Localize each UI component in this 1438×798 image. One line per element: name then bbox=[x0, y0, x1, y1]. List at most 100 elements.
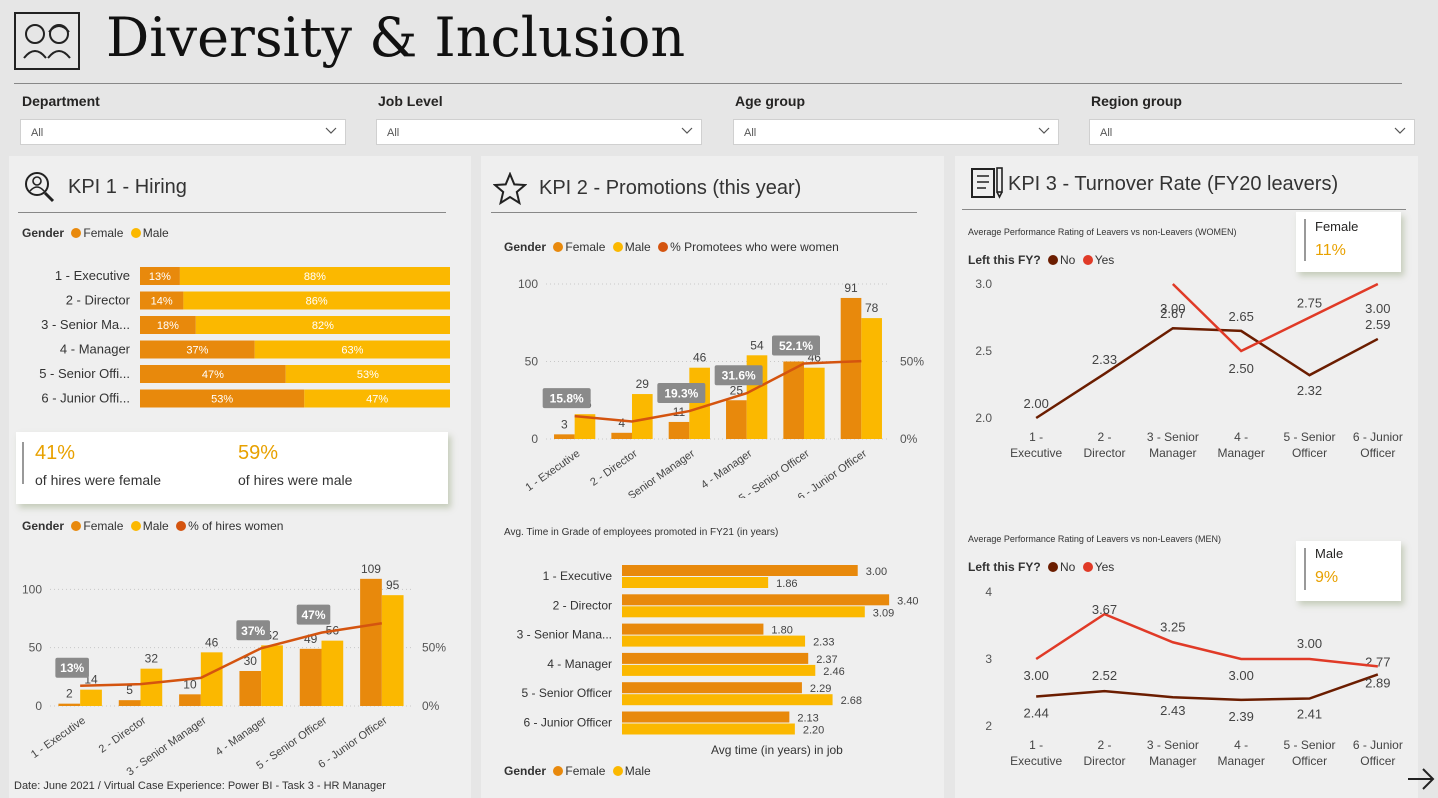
region-group-dropdown[interactable]: All bbox=[1089, 119, 1415, 145]
male-dot-icon bbox=[612, 242, 623, 252]
legend-male: Male bbox=[624, 764, 651, 778]
y-tick-label: 100 bbox=[22, 582, 42, 596]
male-bar-label: 47% bbox=[366, 394, 388, 406]
male-bar bbox=[689, 367, 710, 439]
x-tick-label: 4 - Manager bbox=[699, 447, 755, 491]
female-dot-icon bbox=[553, 766, 564, 776]
male-bar-label: 53% bbox=[357, 369, 379, 381]
female-bar-label: 13% bbox=[149, 271, 171, 283]
time-in-grade-title: Avg. Time in Grade of employees promoted… bbox=[504, 527, 779, 538]
data-label: 3.25 bbox=[1160, 619, 1185, 634]
category-label: 5 - Senior Offi... bbox=[39, 366, 130, 381]
female-turnover-card: Female 11% bbox=[1296, 212, 1401, 272]
line-dot-icon bbox=[658, 242, 669, 252]
star-icon bbox=[493, 172, 527, 206]
male-bar bbox=[622, 723, 795, 735]
data-label: 3.00 bbox=[1229, 668, 1254, 683]
data-label: 52.1% bbox=[779, 339, 813, 353]
x-tick-label: 3 - Senior bbox=[1147, 430, 1199, 444]
male-dot-icon bbox=[130, 521, 141, 531]
female-value-label: 10 bbox=[183, 677, 197, 691]
male-value-label: 78 bbox=[865, 301, 879, 315]
legend-title: Gender bbox=[22, 226, 65, 240]
male-bar bbox=[622, 606, 865, 618]
male-bar bbox=[254, 340, 450, 359]
male-dot-icon bbox=[130, 228, 141, 238]
perf-men-chart: 2 3 4 1 - Executive 2 - Director 3 - Senior Mana… bbox=[985, 585, 1403, 768]
category-label: 4 - Manager bbox=[547, 657, 612, 671]
legend-line: % of hires women bbox=[188, 519, 284, 533]
legend-male: Male bbox=[142, 519, 169, 533]
yes-dot-icon bbox=[1082, 562, 1093, 572]
male-bar bbox=[200, 652, 223, 706]
category-label: 2 - Director bbox=[553, 598, 612, 612]
department-dropdown[interactable]: All bbox=[20, 119, 346, 145]
document-pen-icon bbox=[971, 167, 1003, 199]
age-group-dropdown-value: All bbox=[744, 127, 757, 139]
data-label: 37% bbox=[241, 624, 265, 638]
y2-tick-label: 0% bbox=[422, 699, 440, 713]
male-bar bbox=[321, 640, 344, 706]
chevron-down-icon bbox=[1394, 127, 1406, 134]
male-value-label: 54 bbox=[750, 338, 764, 352]
job-level-dropdown[interactable]: All bbox=[376, 119, 702, 145]
x-tick-label: 4 - Manager bbox=[213, 714, 269, 758]
x-tick-label: 2 - bbox=[1097, 738, 1111, 752]
male-bar bbox=[622, 664, 816, 676]
female-value-label: 4 bbox=[618, 416, 625, 430]
age-group-dropdown[interactable]: All bbox=[733, 119, 1059, 145]
female-value-label: 30 bbox=[244, 654, 258, 668]
data-label: 2.89 bbox=[1365, 675, 1390, 690]
next-page-arrow-icon[interactable] bbox=[1404, 762, 1438, 796]
male-bar bbox=[804, 367, 825, 439]
legend-no: No bbox=[1060, 560, 1076, 574]
region-group-dropdown-value: All bbox=[1100, 127, 1113, 139]
legend-title: Gender bbox=[504, 240, 547, 254]
magnifier-person-icon bbox=[25, 172, 55, 203]
female-bar-label: 18% bbox=[157, 320, 179, 332]
x-tick-label: 3 - Senior bbox=[1147, 738, 1199, 752]
y-tick-label: 100 bbox=[518, 277, 538, 291]
data-label: 47% bbox=[301, 608, 325, 622]
female-dot-icon bbox=[71, 521, 82, 531]
x-tick-label: 2 - Director bbox=[588, 447, 640, 488]
female-hires-value: 41% bbox=[35, 442, 76, 464]
female-bar-label: 53% bbox=[211, 394, 233, 406]
card-accent bbox=[22, 442, 24, 484]
male-bar bbox=[622, 635, 806, 647]
data-label: 2.00 bbox=[1024, 396, 1049, 411]
data-label-badge bbox=[296, 604, 331, 625]
y-tick-label: 2.0 bbox=[975, 411, 992, 425]
male-value-label: 32 bbox=[145, 652, 159, 666]
perf-women-chart: 2.0 2.5 3.0 1 - Executive 2 - Director 3 - Seni… bbox=[975, 277, 1403, 460]
female-bar bbox=[668, 421, 690, 439]
data-label: 2.39 bbox=[1229, 709, 1254, 724]
female-value-label: 2 bbox=[66, 687, 73, 701]
data-label: 3.00 bbox=[1160, 301, 1185, 316]
y-tick-label: 0 bbox=[35, 699, 42, 713]
department-filter-label: Department bbox=[22, 93, 100, 109]
percent-line bbox=[80, 622, 383, 687]
female-bar-label: 47% bbox=[202, 369, 224, 381]
data-label: 2.52 bbox=[1092, 668, 1117, 683]
page-title: Diversity & Inclusion bbox=[106, 6, 686, 69]
no-dot-icon bbox=[1048, 255, 1059, 265]
hires-share-card: 41% of hires were female 59% of hires we… bbox=[16, 432, 448, 504]
perf-men-title: Average Performance Rating of Leavers vs… bbox=[968, 534, 1221, 544]
chevron-down-icon bbox=[681, 127, 693, 134]
female-value-label: 25 bbox=[730, 383, 744, 397]
legend-female: Female bbox=[565, 764, 606, 778]
male-bar-label: 86% bbox=[306, 296, 328, 308]
legend-yes: Yes bbox=[1094, 560, 1115, 574]
x-tick-label: Manager bbox=[1217, 754, 1264, 768]
female-value-label: 1.80 bbox=[771, 625, 792, 637]
male-value-label: 2.68 bbox=[841, 695, 862, 707]
yes-line bbox=[1171, 282, 1379, 353]
female-bar bbox=[622, 594, 890, 606]
male-bar-label: 82% bbox=[312, 320, 334, 332]
x-tick-label: Manager bbox=[1149, 754, 1196, 768]
y-tick-label: 2.5 bbox=[975, 344, 992, 358]
x-tick-label: 2 - Director bbox=[97, 714, 149, 755]
x-tick-label: 4 - bbox=[1234, 738, 1248, 752]
